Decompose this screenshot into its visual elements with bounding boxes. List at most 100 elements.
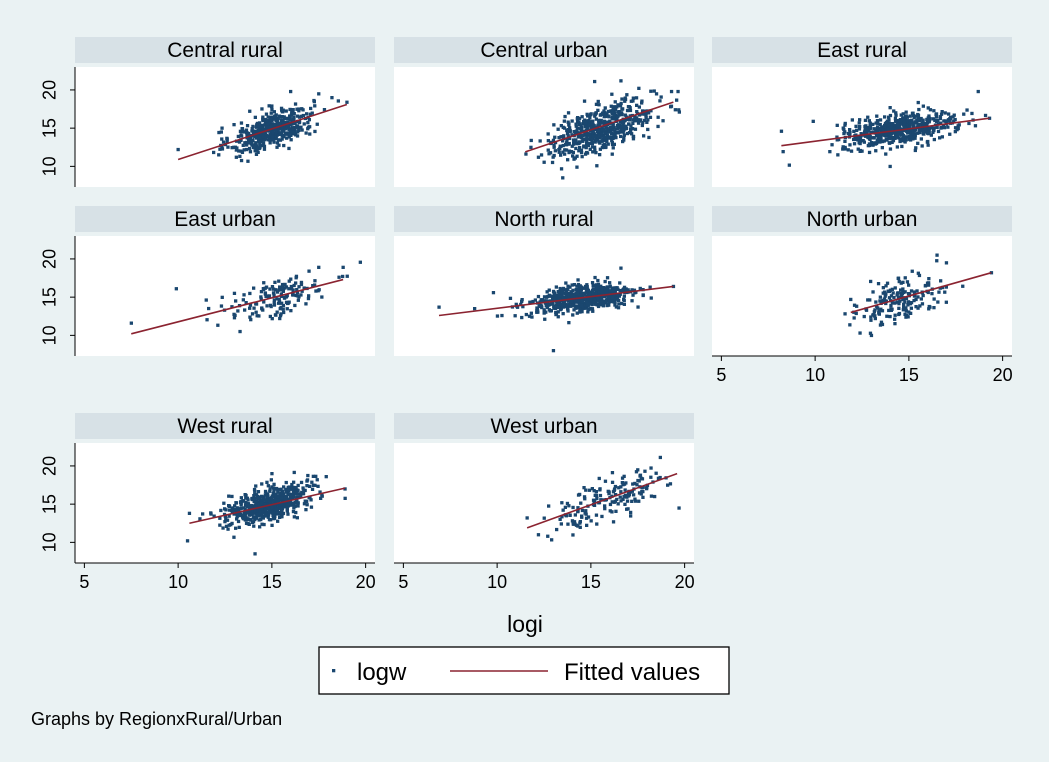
data-point — [201, 512, 205, 516]
data-point — [293, 303, 297, 308]
data-point — [661, 119, 665, 123]
data-point — [961, 284, 965, 288]
data-point — [254, 302, 259, 306]
data-point — [614, 305, 618, 309]
data-point — [294, 501, 298, 505]
data-point — [563, 288, 567, 292]
data-point — [279, 496, 284, 500]
data-point — [856, 138, 860, 142]
data-point — [921, 119, 925, 123]
data-point — [843, 312, 847, 316]
data-point — [559, 302, 563, 306]
data-point — [643, 469, 647, 473]
data-point — [885, 119, 889, 123]
data-point — [881, 286, 885, 290]
data-point — [898, 299, 902, 303]
data-point — [578, 298, 583, 302]
data-point — [291, 292, 295, 296]
data-point — [856, 135, 860, 140]
data-point — [868, 298, 872, 302]
data-point — [858, 331, 862, 335]
data-point — [272, 132, 277, 136]
data-point — [916, 122, 920, 126]
data-point — [268, 138, 272, 142]
data-point — [649, 296, 653, 300]
fit-line — [526, 472, 678, 529]
data-point — [903, 300, 907, 304]
data-point — [883, 294, 887, 298]
data-point — [262, 506, 266, 510]
data-point — [903, 290, 907, 294]
data-point — [306, 121, 310, 125]
data-point — [622, 133, 626, 137]
data-point — [905, 115, 909, 119]
data-point — [575, 165, 579, 169]
data-point — [275, 124, 280, 128]
data-point — [987, 116, 992, 120]
data-point — [295, 294, 300, 298]
data-point — [593, 148, 597, 152]
data-point — [284, 490, 288, 494]
data-point — [240, 127, 245, 131]
data-point — [897, 279, 901, 284]
data-point — [566, 287, 570, 292]
legend-marker — [332, 669, 336, 673]
data-point — [265, 304, 269, 308]
data-point — [572, 157, 576, 161]
x-tick-label: 5 — [716, 365, 726, 385]
data-point — [266, 515, 270, 519]
data-point — [295, 495, 299, 500]
data-point — [275, 290, 279, 294]
data-point — [926, 143, 930, 147]
data-point — [622, 494, 626, 499]
data-point — [276, 138, 281, 142]
data-point — [579, 148, 584, 152]
data-point — [227, 508, 232, 512]
data-point — [620, 476, 625, 480]
data-point — [868, 121, 872, 125]
data-point — [285, 497, 289, 501]
data-point — [911, 130, 915, 134]
data-point — [571, 313, 575, 317]
data-point — [276, 494, 280, 498]
data-point — [270, 104, 274, 108]
data-point — [247, 505, 251, 509]
data-point — [910, 135, 914, 139]
data-point — [296, 126, 301, 130]
panel-title: North urban — [807, 208, 918, 231]
data-point — [243, 141, 247, 145]
data-point — [888, 314, 892, 319]
data-point — [556, 290, 560, 294]
data-point — [597, 103, 601, 107]
data-point — [586, 131, 590, 136]
data-point — [572, 294, 576, 299]
data-point — [253, 552, 257, 556]
data-point — [298, 492, 302, 496]
data-point — [585, 119, 589, 123]
data-point — [625, 108, 630, 113]
data-point — [289, 496, 293, 500]
data-point — [264, 511, 269, 515]
data-point — [292, 470, 296, 475]
data-point — [311, 474, 315, 478]
data-point — [944, 300, 948, 304]
data-point — [272, 298, 276, 302]
panel-strip — [394, 206, 694, 232]
data-point — [893, 286, 897, 290]
data-point — [274, 486, 279, 491]
data-point — [559, 153, 563, 157]
data-point — [928, 108, 933, 112]
data-point — [561, 286, 566, 291]
data-point — [612, 294, 616, 298]
data-point — [559, 305, 564, 309]
data-point — [636, 305, 640, 309]
data-point — [307, 294, 311, 298]
data-point — [290, 130, 294, 134]
data-point — [938, 116, 942, 121]
data-point — [787, 163, 791, 167]
data-point — [256, 490, 261, 494]
data-point — [906, 131, 910, 135]
data-point — [571, 533, 575, 537]
data-point — [278, 316, 282, 321]
